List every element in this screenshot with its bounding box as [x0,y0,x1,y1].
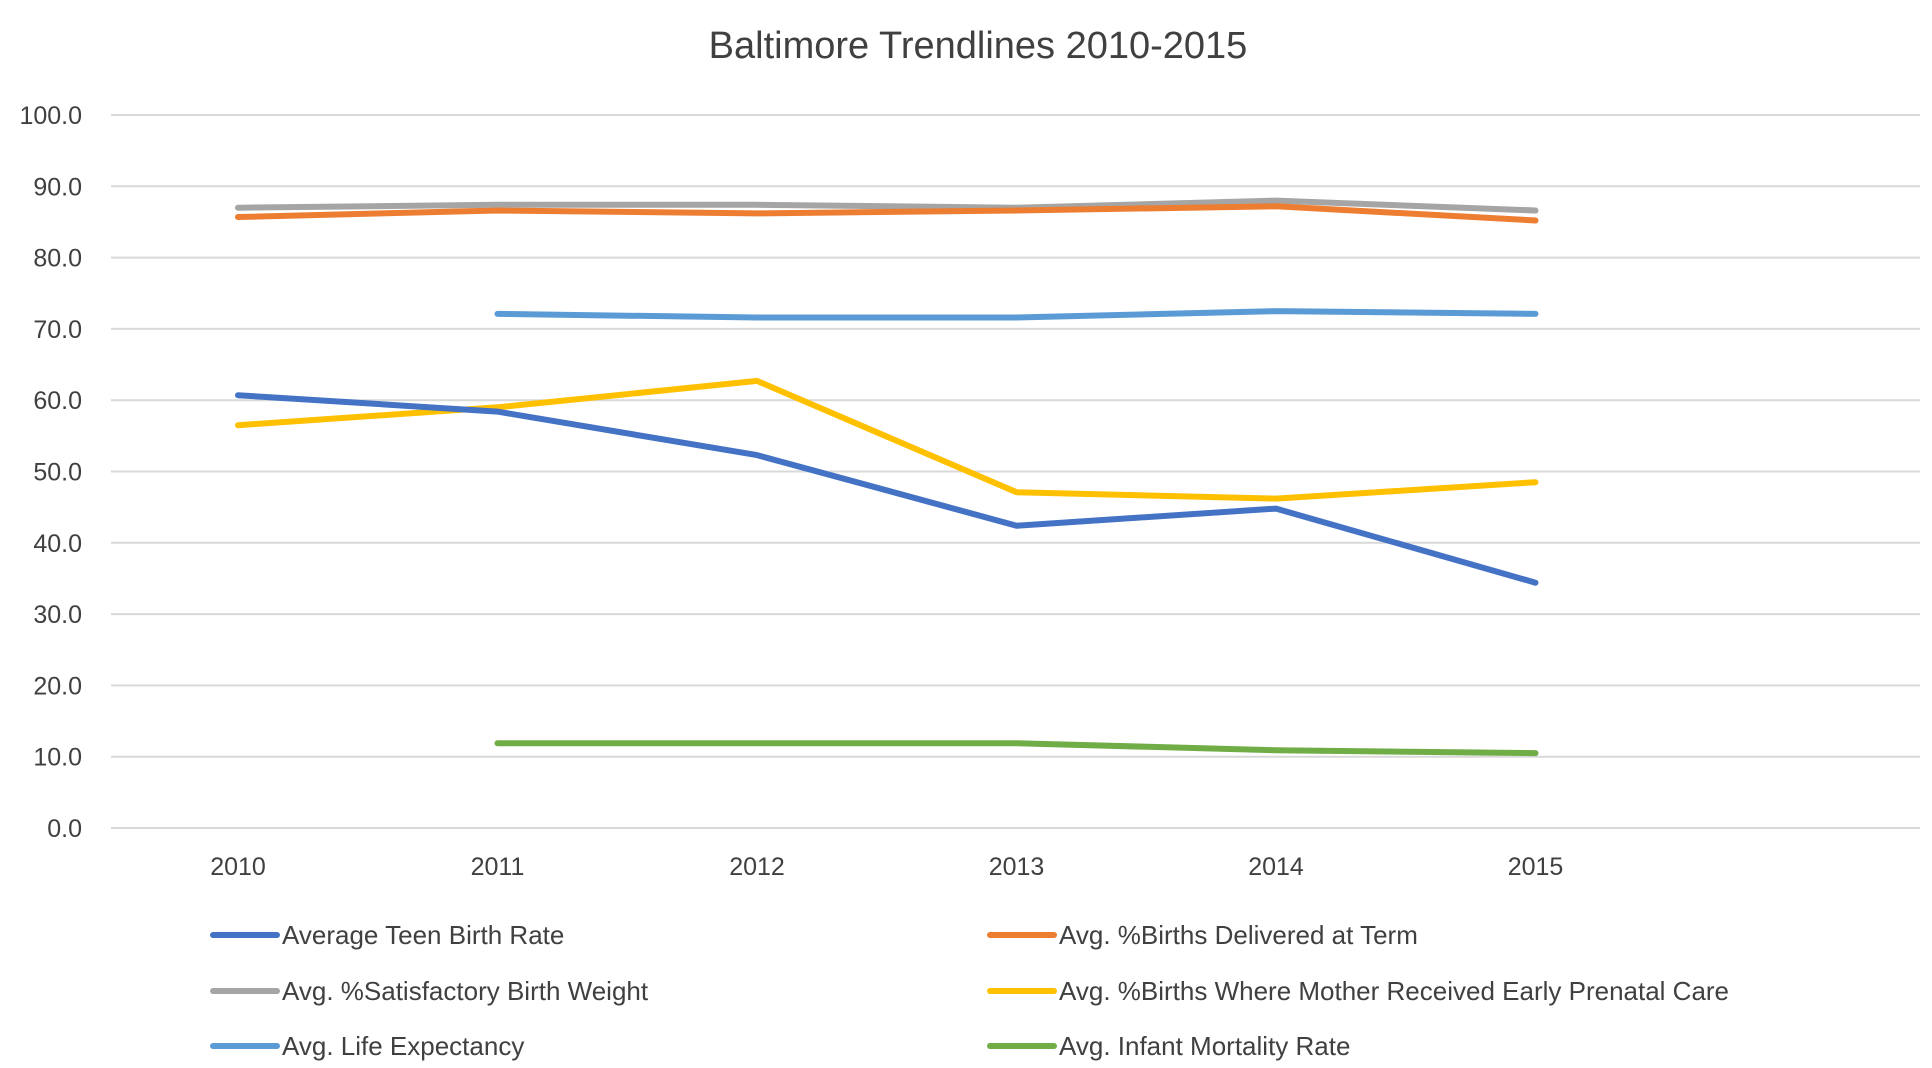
y-tick-label: 70.0 [33,316,82,344]
y-tick-label: 90.0 [33,173,82,201]
x-axis-ticks: 2010 2011 2012 2013 2014 2015 [210,853,1563,881]
series-line-5 [494,740,1539,757]
y-axis-ticks: 0.0 10.0 20.0 30.0 40.0 50.0 60.0 70.0 80.0 90.0 1… [19,102,82,843]
series-line-3 [235,377,1539,502]
series-line-2 [235,197,1539,214]
legend-item: Avg. %Satisfactory Birth Weight [210,976,649,1006]
legend-label: Avg. Infant Mortality Rate [1059,1031,1350,1061]
x-tick-label: 2013 [989,853,1045,881]
y-tick-label: 30.0 [33,601,82,629]
legend-item: Average Teen Birth Rate [210,920,564,950]
legend-label: Avg. %Births Delivered at Term [1059,920,1418,950]
x-tick-label: 2014 [1248,853,1304,881]
y-tick-label: 10.0 [33,744,82,772]
series-line-1 [235,203,1539,224]
legend-item: Avg. Infant Mortality Rate [987,1031,1350,1061]
legend-label: Avg. %Births Where Mother Received Early… [1059,976,1729,1006]
x-tick-label: 2010 [210,853,266,881]
gridlines [111,114,1920,829]
y-tick-label: 80.0 [33,245,82,273]
x-tick-label: 2011 [471,853,525,881]
y-tick-label: 0.0 [47,815,82,843]
legend-item: Avg. %Births Delivered at Term [987,920,1418,950]
legend-label: Avg. %Satisfactory Birth Weight [282,976,649,1006]
x-tick-label: 2015 [1508,853,1564,881]
chart-title: Baltimore Trendlines 2010-2015 [709,25,1248,67]
y-tick-label: 20.0 [33,672,82,700]
legend: Average Teen Birth Rate Avg. %Births Deli… [210,920,1729,1061]
x-tick-label: 2012 [729,853,785,881]
legend-item: Avg. %Births Where Mother Received Early… [987,976,1729,1006]
legend-label: Average Teen Birth Rate [282,920,564,950]
y-tick-label: 40.0 [33,530,82,558]
legend-item: Avg. Life Expectancy [210,1031,524,1061]
y-tick-label: 50.0 [33,459,82,487]
y-tick-label: 100.0 [19,102,82,130]
y-tick-label: 60.0 [33,387,82,415]
series-line-4 [494,308,1539,321]
series-line-0 [235,392,1539,586]
legend-label: Avg. Life Expectancy [282,1031,524,1061]
series-lines [235,197,1539,757]
